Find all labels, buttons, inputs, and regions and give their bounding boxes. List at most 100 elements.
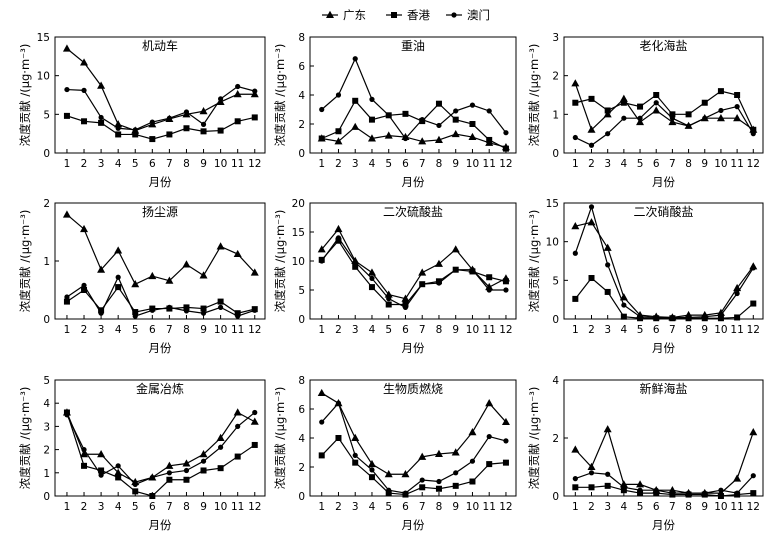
data-point: [434, 449, 443, 457]
x-tick-label: 6: [653, 324, 660, 336]
series-3: [64, 409, 258, 487]
data-point: [486, 274, 493, 281]
chart-title: 生物质燃烧: [383, 381, 443, 396]
data-point: [750, 265, 756, 271]
y-tick-label: 0: [552, 314, 559, 326]
y-tick-label: 0: [298, 491, 305, 503]
data-point: [64, 412, 70, 418]
x-tick-label: 8: [685, 501, 692, 513]
data-point: [98, 119, 105, 126]
data-point: [469, 102, 476, 108]
series-line: [321, 57, 507, 140]
data-point: [251, 114, 258, 121]
series-line: [66, 115, 255, 140]
data-point: [234, 453, 241, 460]
x-tick-label: 4: [369, 324, 376, 336]
plot-frame: [54, 36, 266, 154]
data-point: [588, 275, 595, 282]
x-tick-label: 8: [183, 324, 190, 336]
data-point: [166, 470, 172, 476]
y-tick-label: 5: [298, 285, 305, 297]
x-tick-label: 4: [621, 324, 628, 336]
y-tick-label: 5: [43, 109, 50, 121]
data-point: [352, 263, 359, 270]
x-tick-label: 1: [318, 158, 325, 170]
data-point: [132, 488, 139, 495]
x-tick-label: 5: [385, 324, 392, 336]
y-axis-label: 浓度贡献 /(μg·m⁻³): [527, 387, 541, 490]
data-point: [502, 278, 509, 285]
x-tick-label: 7: [419, 501, 426, 513]
data-point: [685, 490, 692, 496]
y-axis-label: 浓度贡献 /(μg·m⁻³): [273, 387, 287, 490]
data-point: [503, 438, 509, 444]
data-point: [218, 444, 224, 450]
x-tick-label: 1: [318, 324, 325, 336]
data-point: [419, 117, 425, 123]
data-point: [453, 267, 459, 273]
x-tick-label: 10: [466, 324, 479, 336]
data-point: [81, 447, 87, 453]
data-point: [486, 433, 492, 440]
x-tick-label: 6: [402, 324, 409, 336]
chart-title: 二次硫酸盐: [383, 204, 443, 219]
x-tick-label: 11: [483, 501, 496, 513]
x-tick-label: 8: [436, 324, 443, 336]
data-point: [216, 433, 225, 441]
x-tick-label: 9: [452, 158, 459, 170]
y-tick-label: 3: [552, 32, 559, 44]
x-tick-label: 7: [669, 501, 676, 513]
x-tick-label: 3: [352, 501, 359, 513]
data-point: [637, 490, 644, 497]
data-point: [149, 493, 156, 499]
data-point: [200, 467, 207, 474]
y-tick-label: 10: [546, 237, 559, 249]
data-point: [572, 134, 578, 141]
legend-marker: [326, 10, 334, 18]
x-tick-label: 8: [436, 501, 443, 513]
data-point: [653, 100, 659, 106]
data-point: [637, 487, 643, 493]
series-3: [64, 274, 258, 319]
x-tick-label: 5: [385, 158, 392, 170]
data-point: [115, 463, 121, 469]
data-point: [351, 433, 360, 441]
data-point: [367, 459, 376, 468]
x-tick-label: 4: [115, 501, 122, 513]
data-point: [669, 115, 675, 121]
x-tick-label: 3: [604, 324, 611, 336]
data-point: [718, 107, 724, 114]
series-3: [572, 204, 756, 321]
data-point: [114, 468, 123, 476]
data-point: [335, 237, 342, 244]
series-2: [572, 88, 757, 133]
data-point: [668, 486, 677, 494]
x-tick-label: 2: [335, 158, 342, 170]
x-tick-label: 2: [335, 501, 342, 513]
data-point: [418, 137, 427, 145]
data-point: [233, 90, 242, 98]
data-point: [571, 445, 580, 453]
data-point: [669, 490, 675, 496]
series-3: [319, 56, 509, 142]
data-point: [368, 116, 375, 123]
data-point: [367, 268, 376, 276]
data-point: [419, 281, 425, 287]
x-tick-label: 5: [132, 158, 139, 170]
y-axis-label: 浓度贡献 /(μg·m⁻³): [527, 44, 541, 147]
data-point: [217, 465, 224, 472]
x-tick-label: 1: [64, 158, 71, 170]
y-tick-label: 0: [552, 148, 559, 160]
data-point: [62, 210, 71, 218]
data-point: [637, 314, 643, 320]
data-point: [385, 301, 392, 308]
data-point: [572, 484, 579, 491]
x-axis-label: 月份: [402, 341, 425, 355]
data-point: [368, 284, 375, 291]
y-tick-label: 2: [552, 433, 559, 445]
data-point: [717, 315, 724, 322]
series-line: [66, 412, 256, 486]
